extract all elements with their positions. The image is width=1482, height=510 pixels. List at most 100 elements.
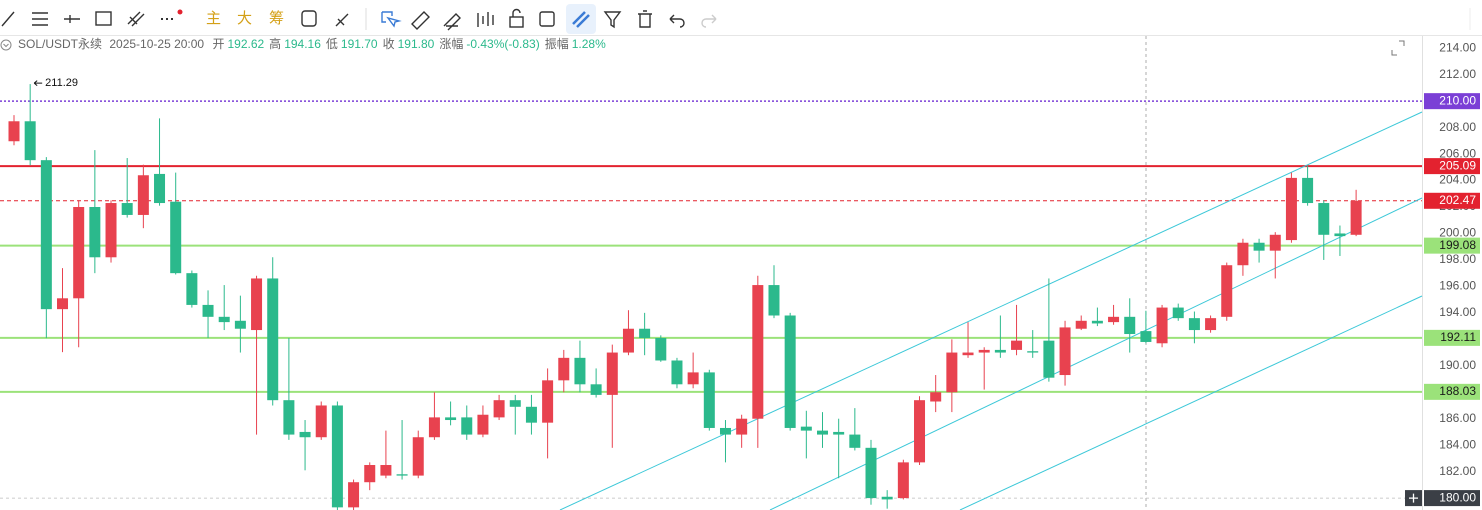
y-tick-label: 184.00 — [1439, 437, 1476, 451]
candle-body — [881, 496, 893, 500]
tool-icon[interactable] — [301, 10, 317, 27]
candle-body — [930, 392, 942, 402]
candle-body — [170, 201, 182, 274]
candle-body — [833, 431, 845, 435]
tool-dot — [177, 9, 183, 15]
candle-body — [1075, 320, 1087, 329]
candle-body — [493, 400, 505, 418]
plus-icon — [1409, 493, 1418, 503]
candle-body — [719, 427, 731, 435]
candle-body — [24, 121, 36, 161]
tool-lock[interactable] — [512, 8, 521, 18]
toolbar-bg — [0, 0, 1482, 35]
candle-body — [1011, 340, 1023, 350]
candle-body — [137, 175, 149, 215]
tool-icon[interactable] — [335, 13, 349, 27]
field-value: 191.70 — [341, 37, 378, 51]
tool-filter[interactable] — [603, 11, 622, 29]
tool-ruler[interactable] — [411, 11, 430, 30]
collapse-icon — [3, 43, 9, 48]
price-badge-label: 205.09 — [1439, 158, 1476, 172]
channel — [559, 111, 1423, 510]
tool-pen[interactable] — [443, 13, 461, 31]
field-value: 191.80 — [398, 37, 435, 51]
tool-select[interactable] — [381, 11, 402, 28]
y-tick-label: 212.00 — [1439, 67, 1476, 81]
tool-rect[interactable] — [95, 11, 112, 26]
tool-icon[interactable] — [539, 11, 555, 27]
candle-body — [784, 315, 796, 428]
price-badge — [1424, 383, 1480, 400]
candle-body — [1269, 234, 1281, 251]
candle-body — [946, 352, 958, 393]
header-text: SOL/USDT永续 2025-10-25 20:00 开 192.62 高 194.… — [18, 36, 606, 51]
field-value: 192.62 — [227, 37, 264, 51]
y-tick-label: 208.00 — [1439, 120, 1476, 134]
candle-body — [558, 357, 570, 381]
candle-body — [1172, 307, 1184, 319]
candle-body — [396, 474, 408, 476]
tool-label[interactable]: 主 — [206, 10, 221, 27]
collapse-icon[interactable] — [0, 39, 12, 51]
y-axis: 182.00184.00186.00188.00190.00192.00194.… — [1405, 40, 1480, 507]
y-tick-label: 200.00 — [1439, 226, 1476, 240]
y-tick-label: 186.00 — [1439, 411, 1476, 425]
candle-body — [412, 437, 424, 476]
price-badge — [1424, 192, 1480, 209]
tool-line[interactable] — [1, 11, 15, 27]
y-tick-label: 194.00 — [1439, 305, 1476, 319]
candle-body — [89, 207, 101, 258]
candle-body — [1027, 351, 1039, 353]
candle-body — [897, 462, 909, 499]
candle-body — [752, 285, 764, 419]
candle-body — [1318, 203, 1330, 235]
price-badge — [1424, 158, 1480, 175]
candle-body — [40, 160, 52, 310]
time: 2025-10-25 20:00 — [109, 37, 204, 51]
candle-body — [606, 352, 618, 395]
candle-body — [590, 384, 602, 395]
tool-candles[interactable] — [477, 12, 494, 27]
y-tick-label: 198.00 — [1439, 252, 1476, 266]
legend-header: SOL/USDT永续 2025-10-25 20:00 开 192.62 高 194.… — [0, 36, 1405, 56]
field-name: 涨幅 — [439, 36, 463, 51]
tool-fib[interactable] — [127, 11, 145, 27]
candle-body — [655, 337, 667, 361]
candle-body — [1059, 327, 1071, 376]
candle-body — [121, 203, 133, 215]
candle-body — [202, 304, 214, 317]
candle-body — [671, 360, 683, 385]
tool-label[interactable]: 大 — [237, 10, 252, 27]
candle-body — [525, 406, 537, 423]
tool-label[interactable]: 筹 — [269, 10, 284, 27]
high-label: 211.29 — [45, 77, 78, 89]
tool-lock[interactable] — [509, 16, 524, 28]
candle-body — [817, 430, 828, 435]
candle-body — [299, 431, 311, 438]
candle-body — [1124, 316, 1136, 335]
tool-magnet[interactable] — [572, 11, 590, 28]
candle-body — [1108, 316, 1120, 323]
candle-body — [234, 320, 246, 329]
candle-body — [477, 414, 489, 435]
candle-body — [348, 482, 360, 508]
candle-body — [154, 173, 166, 204]
tool-hlines[interactable] — [32, 12, 48, 26]
channel-line — [769, 197, 1423, 510]
tool-redo[interactable] — [701, 14, 717, 28]
tool-delete[interactable] — [638, 10, 652, 28]
y-tick-label: 196.00 — [1439, 279, 1476, 293]
candle-body — [994, 349, 1006, 353]
candle-body — [509, 400, 521, 407]
expand-icon — [1391, 40, 1405, 56]
price-badge — [1424, 490, 1480, 507]
tool-hray[interactable] — [64, 15, 80, 23]
tool-undo[interactable] — [669, 14, 685, 28]
symbol: SOL/USDT永续 — [18, 37, 102, 51]
candle-body — [267, 278, 279, 401]
candle-body — [1237, 242, 1249, 266]
candle-body — [331, 405, 343, 508]
candle-body — [1350, 200, 1362, 235]
y-tick-label: 206.00 — [1439, 146, 1476, 160]
